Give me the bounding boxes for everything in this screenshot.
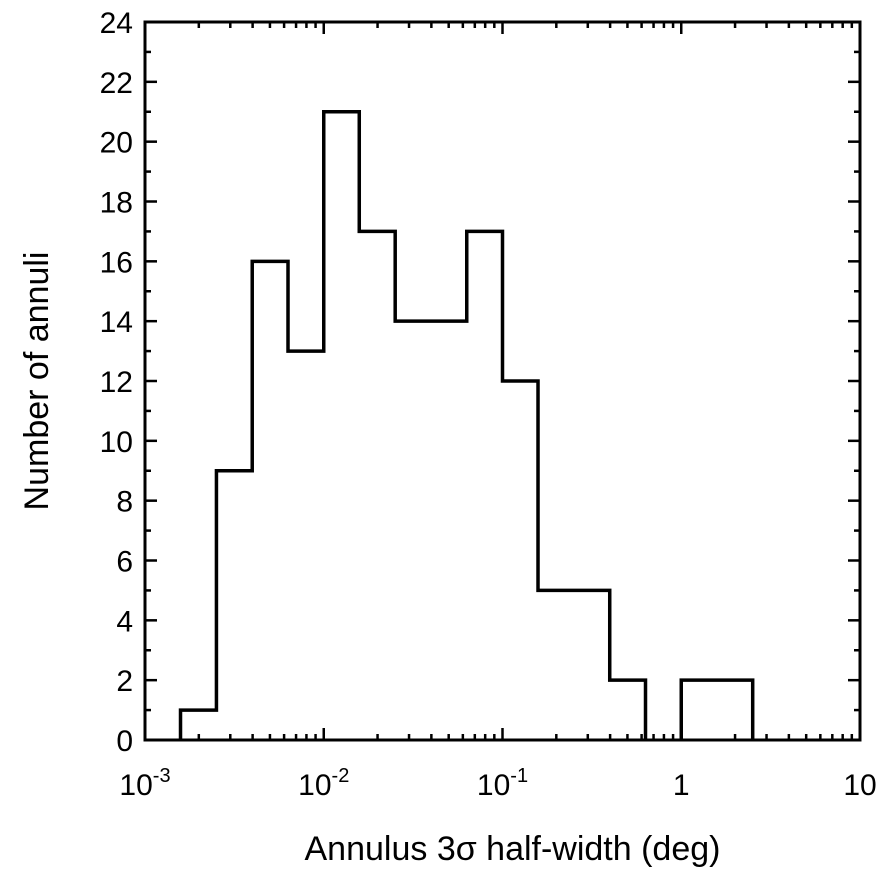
y-tick-label: 24 bbox=[100, 7, 133, 40]
x-tick-label: 10-2 bbox=[298, 765, 349, 802]
x-tick-label: 10 bbox=[843, 769, 876, 802]
x-axis-label: Annulus 3σ half-width (deg) bbox=[305, 830, 721, 868]
y-tick-label: 14 bbox=[100, 306, 133, 339]
y-tick-label: 6 bbox=[116, 546, 133, 579]
x-tick-label: 10-1 bbox=[477, 765, 528, 802]
x-tick-labels: 10-3 10-2 10-1 1 10 bbox=[119, 765, 876, 802]
x-tick-label: 1 bbox=[673, 769, 690, 802]
y-tick-label: 18 bbox=[100, 187, 133, 220]
y-axis-label: Number of annuli bbox=[18, 252, 56, 511]
y-tick-label: 12 bbox=[100, 366, 133, 399]
histogram-outline bbox=[178, 110, 755, 740]
y-tick-label: 16 bbox=[100, 246, 133, 279]
y-tick-label: 4 bbox=[116, 605, 133, 638]
x-tick-label: 10-3 bbox=[119, 765, 170, 802]
y-tick-label: 2 bbox=[116, 665, 133, 698]
y-tick-label: 8 bbox=[116, 486, 133, 519]
y-tick-label: 20 bbox=[100, 127, 133, 160]
y-tick-label: 0 bbox=[116, 725, 133, 758]
y-tick-label: 22 bbox=[100, 67, 133, 100]
y-tick-label: 10 bbox=[100, 426, 133, 459]
plot-frame bbox=[143, 20, 862, 742]
